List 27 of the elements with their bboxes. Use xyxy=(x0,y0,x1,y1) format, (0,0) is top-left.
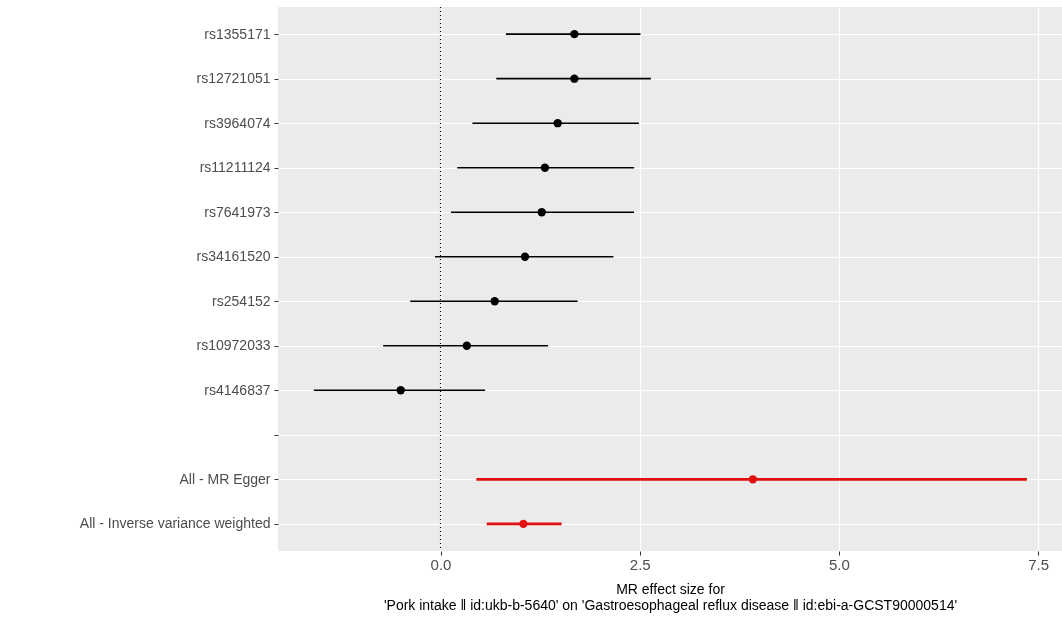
x-tick-label: 5.0 xyxy=(828,555,850,573)
y-tick-label: rs12721051 xyxy=(196,70,271,87)
y-tick-label: rs7641973 xyxy=(204,203,271,220)
y-tick-label: rs1355171 xyxy=(204,25,271,42)
point xyxy=(570,29,579,39)
x-tick-label: 0.0 xyxy=(430,555,452,573)
x-axis-title: MR effect size for 'Pork intake ‖ id:ukb-b-5640' on 'Gastroesophageal reflux disease ‖ id:ebi-a-GCST90000514' xyxy=(383,580,958,613)
point xyxy=(553,119,562,128)
point xyxy=(748,475,758,484)
y-tick-label: rs3964074 xyxy=(204,114,271,131)
y-tick-label: rs34161520 xyxy=(196,248,271,265)
point xyxy=(540,163,550,172)
point xyxy=(462,341,472,350)
y-tick-label: rs254152 xyxy=(212,292,271,309)
y-tick-label: All - Inverse variance weighted xyxy=(79,515,271,532)
y-tick-label: rs4146837 xyxy=(204,381,271,398)
y-tick-label: All - MR Egger xyxy=(179,470,271,487)
y-tick-label: rs10972033 xyxy=(196,337,271,354)
point xyxy=(520,252,530,261)
y-tick-label: rs11211124 xyxy=(199,159,271,176)
point xyxy=(570,74,579,83)
point xyxy=(490,297,499,306)
x-tick-label: 2.5 xyxy=(629,555,651,573)
point xyxy=(537,208,546,217)
point xyxy=(396,386,405,395)
x-tick-label: 7.5 xyxy=(1028,555,1050,573)
point xyxy=(519,519,528,529)
